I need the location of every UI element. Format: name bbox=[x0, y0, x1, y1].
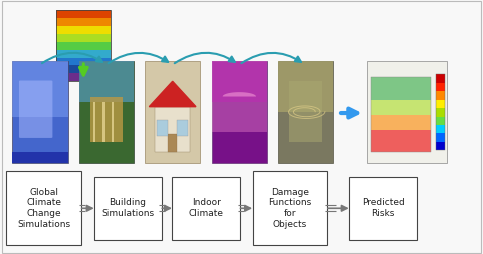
Bar bbox=[102, 102, 105, 142]
Bar bbox=[278, 61, 333, 163]
Bar bbox=[56, 66, 111, 73]
Text: Building
Simulations: Building Simulations bbox=[101, 198, 155, 218]
Bar bbox=[56, 10, 111, 81]
Bar bbox=[112, 102, 114, 142]
Bar bbox=[177, 120, 188, 136]
Bar bbox=[56, 10, 111, 18]
Text: Predicted
Risks: Predicted Risks bbox=[362, 198, 404, 218]
Bar bbox=[212, 61, 267, 163]
Bar bbox=[12, 61, 68, 117]
Bar bbox=[12, 61, 68, 163]
Bar bbox=[371, 77, 431, 100]
Bar bbox=[93, 102, 96, 142]
Bar bbox=[436, 91, 445, 100]
Bar bbox=[436, 74, 445, 83]
Bar bbox=[56, 34, 111, 42]
Bar bbox=[371, 100, 431, 115]
Bar bbox=[56, 18, 111, 26]
Bar bbox=[436, 83, 445, 91]
Bar bbox=[278, 61, 333, 112]
Bar bbox=[436, 142, 445, 150]
FancyBboxPatch shape bbox=[172, 177, 240, 240]
Bar bbox=[90, 97, 123, 142]
Bar bbox=[371, 130, 431, 152]
Bar bbox=[436, 74, 445, 150]
FancyBboxPatch shape bbox=[94, 177, 162, 240]
Bar bbox=[289, 81, 322, 142]
Bar bbox=[56, 58, 111, 66]
Bar bbox=[145, 61, 200, 163]
Bar bbox=[212, 102, 267, 132]
Bar bbox=[436, 108, 445, 117]
Bar bbox=[371, 115, 431, 130]
Bar bbox=[436, 133, 445, 142]
Bar bbox=[367, 61, 447, 163]
Bar bbox=[436, 100, 445, 108]
Text: Damage
Functions
for
Objects: Damage Functions for Objects bbox=[269, 188, 312, 229]
Bar bbox=[371, 77, 431, 152]
FancyBboxPatch shape bbox=[19, 81, 53, 138]
Bar bbox=[155, 107, 190, 152]
Bar bbox=[79, 61, 134, 102]
Bar bbox=[12, 152, 68, 163]
Text: Global
Climate
Change
Simulations: Global Climate Change Simulations bbox=[17, 188, 70, 229]
Bar bbox=[168, 134, 177, 152]
Bar bbox=[436, 117, 445, 125]
Bar bbox=[56, 42, 111, 50]
Bar bbox=[56, 26, 111, 34]
Bar bbox=[157, 120, 168, 136]
Text: Indoor
Climate: Indoor Climate bbox=[189, 198, 224, 218]
Polygon shape bbox=[149, 81, 196, 107]
Bar bbox=[436, 125, 445, 133]
Bar bbox=[212, 61, 267, 102]
FancyBboxPatch shape bbox=[253, 171, 327, 245]
FancyBboxPatch shape bbox=[349, 177, 417, 240]
Bar bbox=[56, 50, 111, 58]
FancyBboxPatch shape bbox=[6, 171, 81, 245]
Bar bbox=[56, 73, 111, 81]
Bar bbox=[79, 61, 134, 163]
